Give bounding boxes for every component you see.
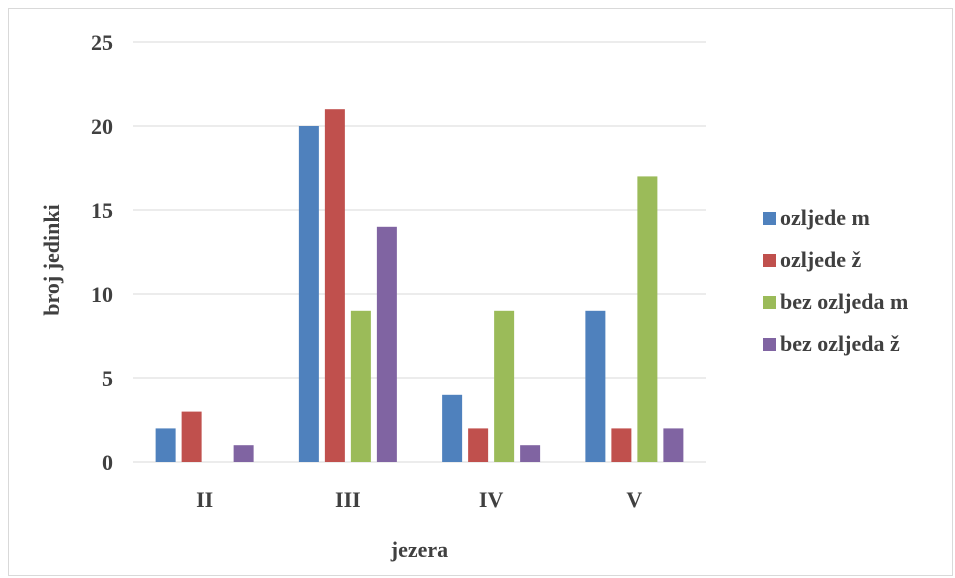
y-tick-label: 0	[102, 450, 113, 475]
x-tick-label: IV	[479, 487, 504, 512]
bar-III-3	[376, 226, 397, 462]
y-tick-label: 25	[91, 30, 113, 55]
legend-label-1: ozljede ž	[780, 247, 861, 272]
y-axis-title: broj jedinki	[39, 204, 64, 315]
x-category-labels: II III IV V	[196, 487, 642, 512]
x-tick-label: III	[335, 487, 361, 512]
bar-III-2	[350, 310, 371, 462]
bar-IV-0	[442, 394, 463, 462]
y-tick-label: 5	[102, 366, 113, 391]
legend-swatch-3	[763, 338, 776, 351]
legend: ozljede m ozljede ž bez ozljeda m bez ozlje…	[763, 205, 908, 356]
x-tick-label: II	[196, 487, 213, 512]
legend-label-2: bez ozljeda m	[780, 289, 908, 314]
bar-II-1	[181, 411, 202, 462]
bar-V-1	[611, 428, 632, 462]
bar-V-0	[585, 310, 606, 462]
chart-frame: 0 5 10 15 20 25 II III IV V jezera broj jedinki …	[8, 8, 953, 576]
bar-II-0	[155, 428, 176, 462]
bar-III-1	[324, 109, 345, 462]
bar-III-0	[298, 126, 319, 462]
y-tick-label: 15	[91, 198, 113, 223]
legend-swatch-2	[763, 296, 776, 309]
bar-IV-1	[468, 428, 489, 462]
bar-IV-3	[520, 445, 541, 462]
legend-label-0: ozljede m	[780, 205, 870, 230]
legend-swatch-0	[763, 212, 776, 225]
bar-IV-2	[494, 310, 515, 462]
y-tick-labels: 0 5 10 15 20 25	[91, 30, 113, 475]
x-tick-label: V	[626, 487, 642, 512]
legend-swatch-1	[763, 254, 776, 267]
y-tick-label: 10	[91, 282, 113, 307]
y-tick-label: 20	[91, 114, 113, 139]
bar-V-3	[663, 428, 684, 462]
x-axis-title: jezera	[390, 537, 448, 562]
gridlines	[133, 41, 706, 463]
bars	[155, 109, 684, 462]
legend-label-3: bez ozljeda ž	[780, 331, 900, 356]
bar-V-2	[637, 176, 658, 462]
bar-II-3	[233, 445, 254, 462]
